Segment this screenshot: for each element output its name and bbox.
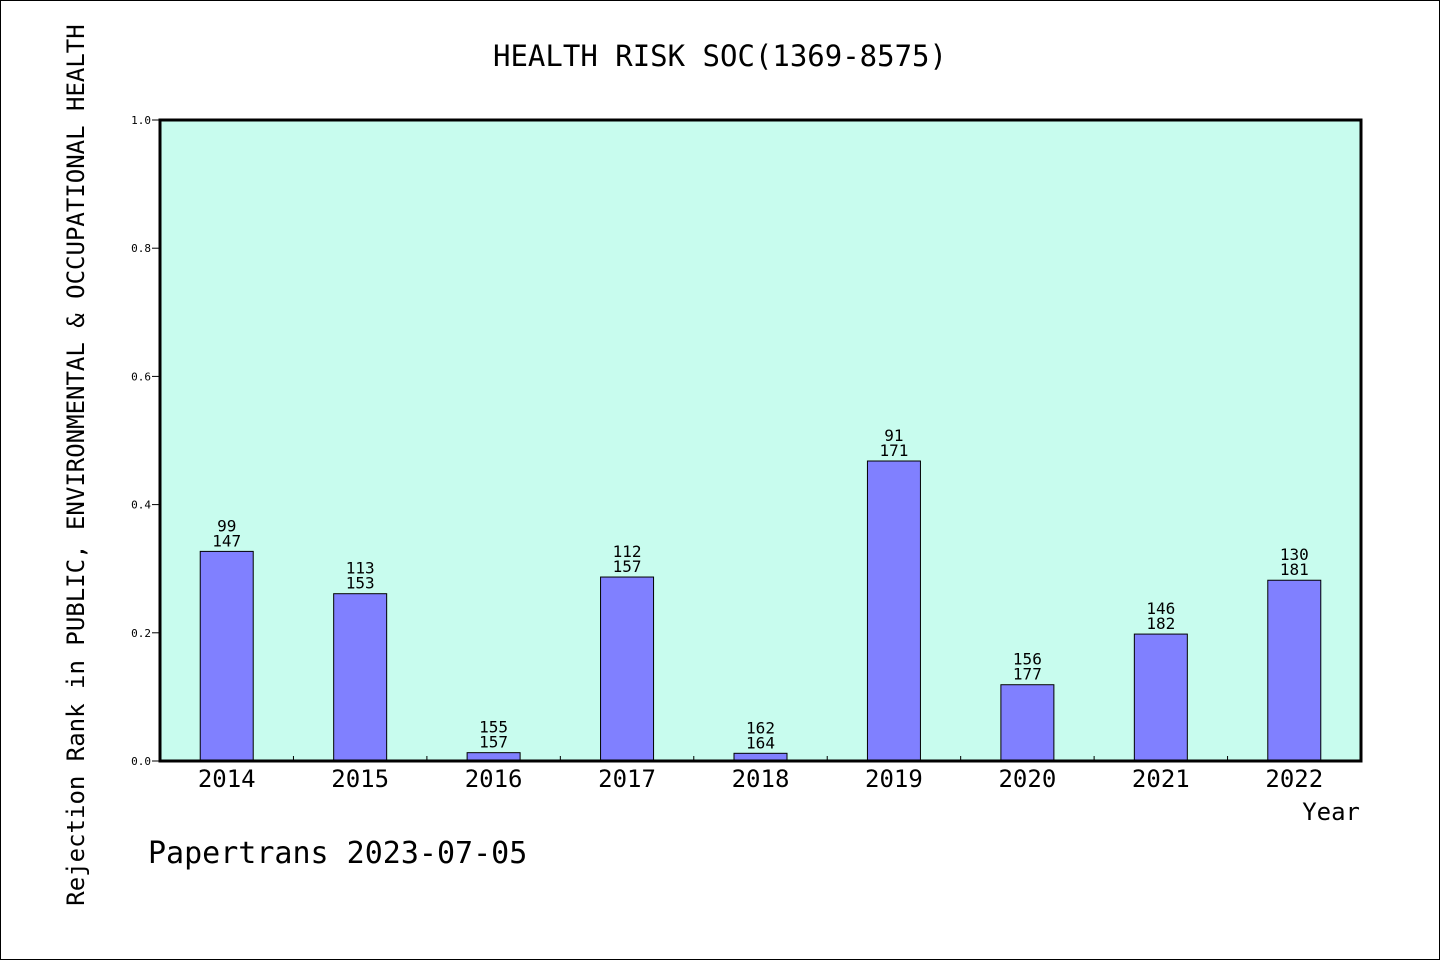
bar — [1267, 579, 1322, 762]
x-tick-label: 2017 — [598, 765, 656, 793]
data-label-top: 112 — [613, 542, 642, 561]
data-label-top: 155 — [479, 718, 508, 737]
data-label-bottom: 177 — [1013, 665, 1042, 684]
data-label-top: 113 — [346, 559, 375, 578]
y-tick-label: 0.8 — [131, 242, 151, 255]
x-tick-label: 2014 — [198, 765, 256, 793]
y-tick-label: 0.6 — [131, 370, 151, 383]
data-label-top: 156 — [1013, 650, 1042, 669]
data-label-top: 130 — [1280, 545, 1309, 564]
x-axis: 2014 2015 2016 2017 2018 2019 2020 2021 2022 — [198, 756, 1323, 793]
data-label-bottom: 157 — [613, 557, 642, 576]
data-label-top: 146 — [1146, 599, 1175, 618]
x-tick-label: 2016 — [465, 765, 523, 793]
data-label-top: 162 — [746, 718, 775, 737]
x-tick-label: 2021 — [1132, 765, 1190, 793]
data-label-bottom: 171 — [879, 441, 908, 460]
data-label-bottom: 147 — [212, 531, 241, 550]
chart-title: HEALTH RISK SOC(1369-8575) — [493, 39, 947, 73]
data-label-bottom: 164 — [746, 733, 775, 752]
y-axis: 0.0 0.2 0.4 0.6 0.8 1.0 — [131, 114, 160, 768]
plot-border — [158, 118, 1363, 763]
bar — [1000, 684, 1055, 762]
bars: 9914711315315515711215716216491171156177… — [199, 426, 1322, 762]
x-tick-label: 2015 — [331, 765, 389, 793]
bar — [333, 593, 388, 762]
y-tick-label: 0.2 — [131, 627, 151, 640]
x-tick-label: 2020 — [998, 765, 1056, 793]
y-axis-label: Rejection Rank in PUBLIC, ENVIRONMENTAL … — [62, 24, 90, 905]
bar — [600, 576, 655, 762]
data-label-bottom: 157 — [479, 733, 508, 752]
data-label-bottom: 153 — [346, 574, 375, 593]
bar — [866, 460, 921, 762]
data-label-bottom: 182 — [1146, 614, 1175, 633]
x-tick-label: 2022 — [1265, 765, 1323, 793]
x-tick-label: 2019 — [865, 765, 923, 793]
y-tick-label: 0.4 — [131, 499, 151, 512]
bar — [1133, 633, 1188, 762]
bar — [199, 550, 254, 762]
footer-credit: Papertrans 2023-07-05 — [148, 836, 527, 871]
y-tick-label: 0.0 — [131, 755, 151, 768]
x-axis-label: Year — [1302, 798, 1360, 826]
y-tick-label: 1.0 — [131, 114, 151, 127]
x-tick-label: 2018 — [732, 765, 790, 793]
data-label-bottom: 181 — [1280, 560, 1309, 579]
data-label-top: 91 — [884, 426, 903, 445]
data-label-top: 99 — [217, 516, 236, 535]
